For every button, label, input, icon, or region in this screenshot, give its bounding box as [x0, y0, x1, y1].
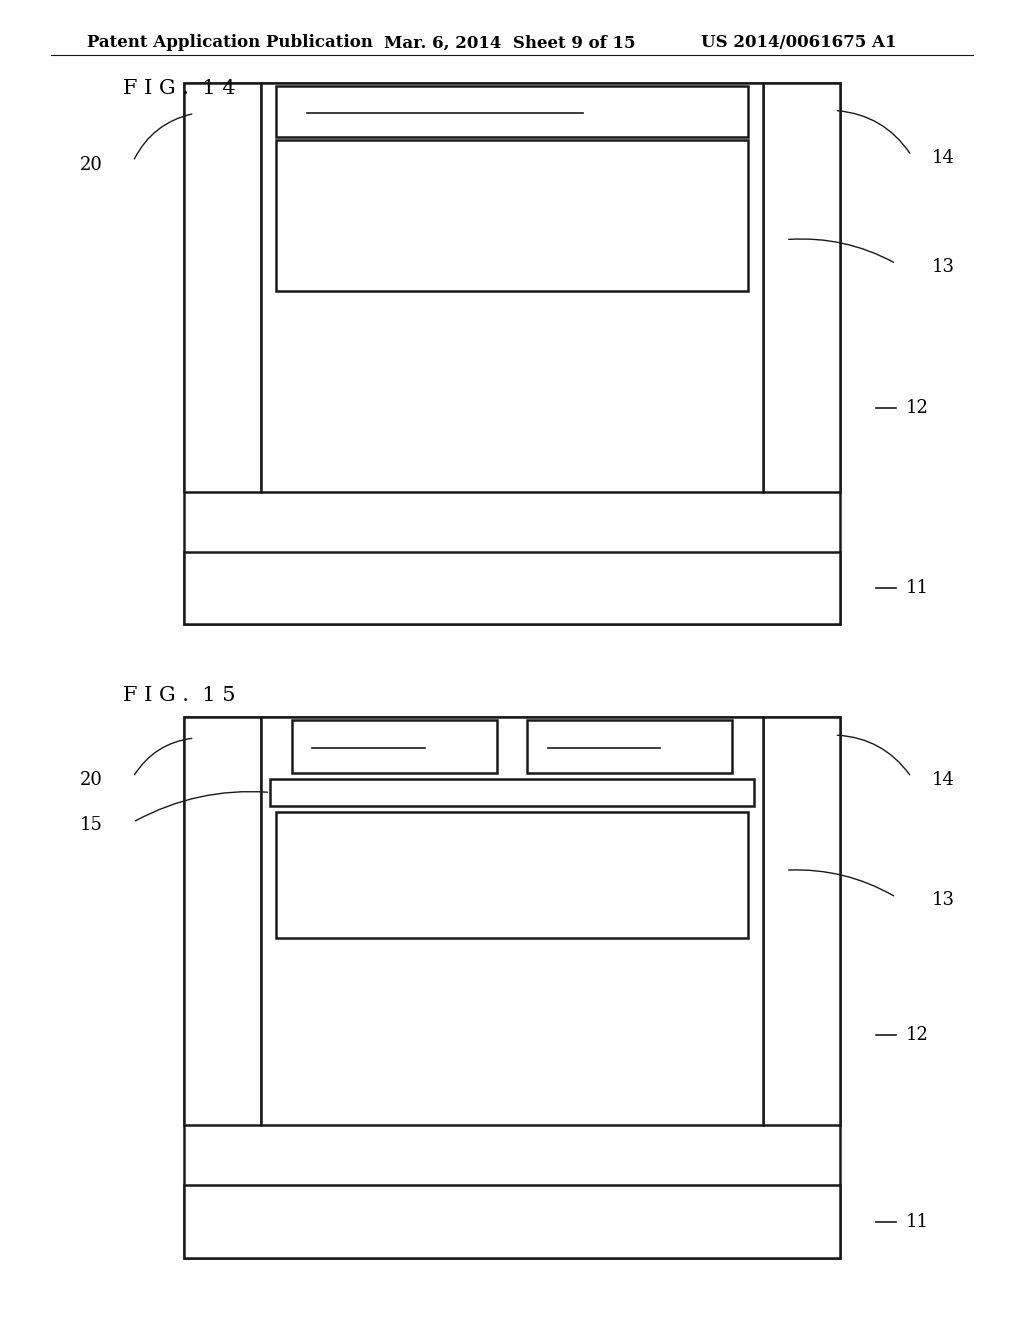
Text: 13: 13 — [932, 891, 954, 909]
Bar — [184, 1185, 840, 1258]
Text: 20: 20 — [80, 771, 102, 789]
Bar — [270, 779, 754, 807]
Bar — [276, 812, 748, 939]
Text: 15: 15 — [80, 816, 102, 834]
Bar — [276, 140, 748, 290]
Bar — [184, 83, 261, 492]
Bar — [261, 83, 763, 492]
Bar — [184, 717, 261, 1126]
Text: 12: 12 — [906, 399, 929, 417]
Bar — [527, 719, 732, 774]
Text: 13: 13 — [932, 257, 954, 276]
Text: F I G .  1 5: F I G . 1 5 — [123, 686, 236, 705]
Bar — [292, 719, 497, 774]
Bar — [184, 83, 840, 624]
Text: 14: 14 — [932, 771, 954, 789]
Text: 20: 20 — [80, 156, 102, 173]
Text: 14: 14 — [932, 149, 954, 168]
Bar — [261, 717, 763, 1126]
Text: F I G .  1 4: F I G . 1 4 — [123, 79, 236, 98]
Bar — [184, 717, 840, 1258]
Text: Patent Application Publication: Patent Application Publication — [87, 34, 373, 51]
Text: US 2014/0061675 A1: US 2014/0061675 A1 — [701, 34, 897, 51]
Bar — [184, 552, 840, 624]
Text: 11: 11 — [906, 1213, 929, 1230]
Text: 11: 11 — [906, 579, 929, 597]
Bar — [276, 86, 748, 137]
Bar — [763, 83, 840, 492]
Text: Mar. 6, 2014  Sheet 9 of 15: Mar. 6, 2014 Sheet 9 of 15 — [384, 34, 636, 51]
Text: 12: 12 — [906, 1027, 929, 1044]
Bar — [763, 717, 840, 1126]
